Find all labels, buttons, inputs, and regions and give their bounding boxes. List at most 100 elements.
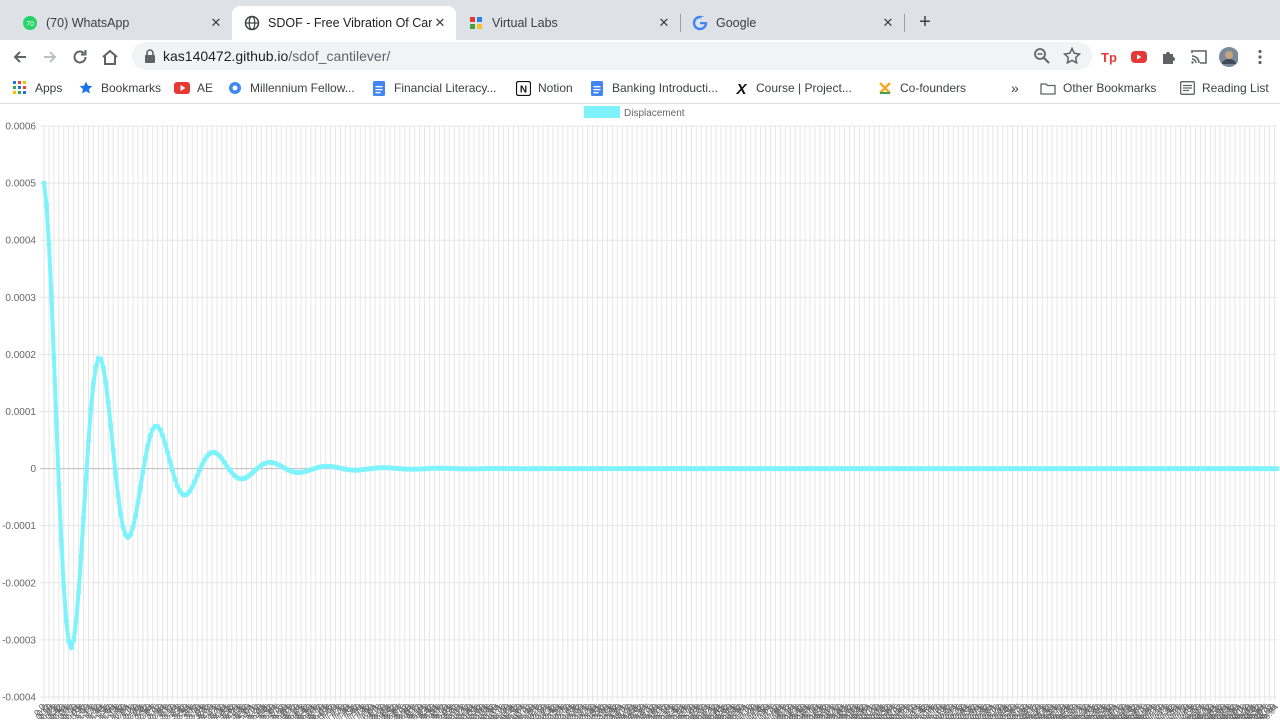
data-point[interactable]: [194, 473, 200, 479]
bookmark-millennium[interactable]: Millennium Fellow...: [227, 79, 355, 97]
forward-button[interactable]: [39, 46, 61, 68]
data-point[interactable]: [43, 202, 50, 208]
data-point[interactable]: [157, 427, 163, 433]
bookmark-course-project[interactable]: X Course | Project...: [733, 79, 852, 97]
data-point[interactable]: [103, 379, 109, 385]
data-point[interactable]: [137, 484, 143, 491]
data-point[interactable]: [115, 493, 121, 499]
globe-icon: [244, 15, 260, 31]
data-point[interactable]: [113, 471, 119, 478]
url-text[interactable]: kas140472.github.io/sdof_cantilever/: [163, 48, 390, 64]
profile-avatar[interactable]: [1218, 47, 1238, 67]
data-point[interactable]: [78, 554, 84, 560]
data-point[interactable]: [132, 513, 139, 519]
tp-extension-icon[interactable]: Tp: [1099, 47, 1119, 67]
data-point[interactable]: [98, 356, 104, 362]
data-point[interactable]: [83, 475, 89, 481]
data-point[interactable]: [199, 461, 205, 468]
bookmark-banking[interactable]: Banking Introducti...: [589, 79, 718, 97]
data-point[interactable]: [145, 443, 151, 449]
legend-label[interactable]: Displacement: [624, 108, 685, 119]
data-point[interactable]: [41, 180, 47, 186]
data-point[interactable]: [142, 455, 148, 461]
data-point[interactable]: [73, 618, 79, 624]
data-point[interactable]: [46, 241, 52, 247]
data-point[interactable]: [61, 584, 67, 590]
data-point[interactable]: [147, 433, 153, 439]
data-point[interactable]: [172, 476, 178, 482]
tab-virtual-labs[interactable]: Virtual Labs ✕: [456, 6, 680, 40]
data-point[interactable]: [58, 537, 64, 543]
data-point[interactable]: [197, 467, 203, 473]
extensions-puzzle-icon[interactable]: [1159, 47, 1179, 67]
data-point[interactable]: [90, 381, 97, 387]
close-icon[interactable]: ✕: [658, 15, 670, 30]
close-icon[interactable]: ✕: [434, 15, 446, 30]
cast-icon[interactable]: [1189, 47, 1209, 67]
data-point[interactable]: [56, 481, 62, 487]
bookmark-cofounders[interactable]: Co-founders: [877, 79, 966, 97]
x-axis-tick-labels: 0.00.60.120.180.240.30.360.420.480.540.6…: [32, 702, 1280, 724]
close-icon[interactable]: ✕: [882, 15, 894, 30]
data-point[interactable]: [164, 449, 171, 455]
reload-button[interactable]: [69, 46, 91, 68]
zoom-icon[interactable]: [1033, 47, 1051, 65]
back-button[interactable]: [9, 46, 31, 68]
home-button[interactable]: [99, 46, 121, 68]
data-point[interactable]: [120, 524, 126, 530]
youtube-extension-icon[interactable]: [1129, 47, 1149, 67]
address-bar[interactable]: kas140472.github.io/sdof_cantilever/: [132, 42, 1092, 70]
bookmark-financial-literacy[interactable]: Financial Literacy...: [371, 79, 497, 97]
data-point[interactable]: [85, 438, 92, 444]
data-point[interactable]: [189, 484, 195, 490]
bookmarks-overflow-button[interactable]: »: [1011, 79, 1019, 97]
data-point[interactable]: [192, 479, 198, 485]
data-point[interactable]: [135, 499, 141, 506]
data-point[interactable]: [68, 645, 74, 651]
y-tick-label: -0.0001: [2, 521, 36, 532]
data-point[interactable]: [66, 638, 72, 645]
data-point[interactable]: [80, 515, 87, 521]
bookmark-bookmarks[interactable]: Bookmarks: [78, 79, 161, 97]
data-point[interactable]: [202, 457, 208, 463]
data-point[interactable]: [140, 469, 146, 475]
new-tab-button[interactable]: +: [919, 11, 931, 33]
bookmarks-bar: Apps Bookmarks AE Millennium Fellow... F…: [0, 73, 1280, 104]
y-tick-label: 0.0001: [5, 407, 36, 418]
data-point[interactable]: [71, 637, 77, 643]
tab-whatsapp[interactable]: 70 (70) WhatsApp ✕: [10, 6, 232, 40]
data-point[interactable]: [110, 447, 116, 454]
data-point[interactable]: [160, 432, 166, 439]
data-point[interactable]: [169, 468, 176, 474]
data-point[interactable]: [48, 293, 55, 300]
close-icon[interactable]: ✕: [210, 15, 222, 30]
data-point[interactable]: [187, 488, 193, 494]
data-point[interactable]: [63, 618, 69, 624]
reading-list-button[interactable]: Reading List: [1179, 79, 1269, 97]
data-point[interactable]: [1274, 466, 1280, 472]
data-point[interactable]: [75, 589, 82, 595]
other-bookmarks-folder[interactable]: Other Bookmarks: [1040, 79, 1156, 97]
menu-kebab-icon[interactable]: [1250, 47, 1270, 67]
data-point[interactable]: [117, 511, 124, 517]
data-point[interactable]: [162, 440, 168, 446]
data-point[interactable]: [105, 399, 111, 406]
bookmark-notion[interactable]: N Notion: [515, 79, 573, 97]
bookmark-ae[interactable]: AE: [174, 79, 213, 97]
bookmark-apps[interactable]: Apps: [12, 79, 62, 97]
data-point[interactable]: [93, 364, 99, 370]
data-point[interactable]: [108, 423, 114, 429]
data-point[interactable]: [174, 483, 181, 489]
data-point[interactable]: [100, 364, 106, 370]
data-point[interactable]: [51, 354, 57, 360]
data-point[interactable]: [88, 406, 94, 412]
legend-swatch[interactable]: [584, 106, 620, 118]
data-point[interactable]: [221, 459, 227, 465]
data-point[interactable]: [127, 532, 134, 538]
data-point[interactable]: [130, 524, 136, 530]
tab-google[interactable]: Google ✕: [680, 6, 904, 40]
bookmark-star-icon[interactable]: [1062, 46, 1082, 65]
data-point[interactable]: [53, 418, 59, 425]
data-point[interactable]: [167, 459, 173, 465]
tab-sdof[interactable]: SDOF - Free Vibration Of Canti ✕: [232, 6, 456, 40]
